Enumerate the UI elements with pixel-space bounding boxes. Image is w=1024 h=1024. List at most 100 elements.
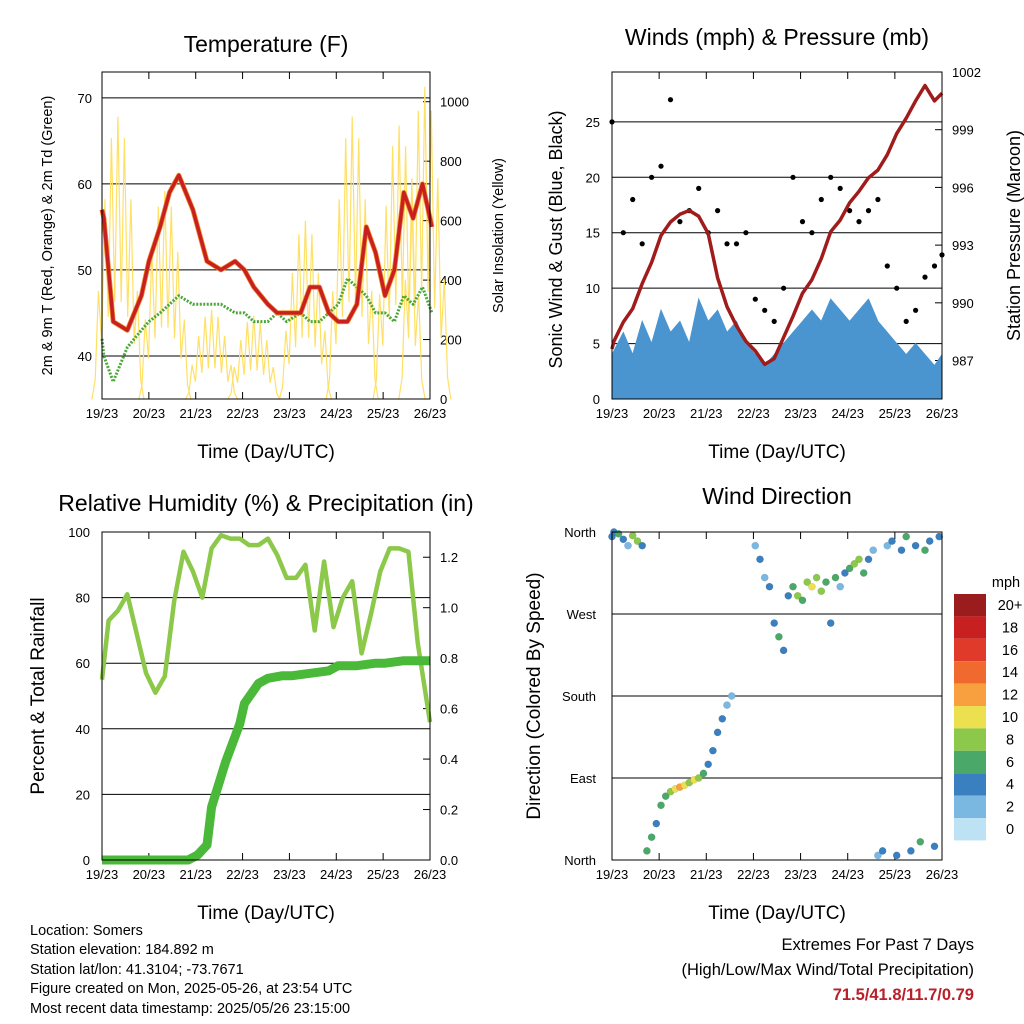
y2-tick-label: 400 (440, 273, 462, 288)
direction-point (638, 541, 647, 550)
direction-point (694, 774, 703, 782)
direction-point (657, 801, 665, 810)
chart-title: Wind Direction (702, 483, 852, 509)
direction-point (643, 847, 651, 855)
solar-peak (372, 125, 426, 400)
gust-point (894, 285, 900, 291)
x-tick-label: 23/23 (784, 867, 817, 882)
direction-point (633, 537, 642, 545)
x-tick-label: 24/23 (831, 867, 864, 882)
gust-point (771, 318, 777, 324)
chart-title: Relative Humidity (%) & Precipitation (i… (58, 490, 473, 516)
y-tick-label: 70 (78, 91, 92, 106)
y-axis-label: Direction (Colored By Speed) (524, 572, 545, 819)
gust-point (875, 196, 881, 203)
x-tick-label: 24/23 (831, 406, 864, 421)
y-tick-label: 5 (593, 337, 600, 352)
direction-point (897, 546, 906, 555)
direction-point (930, 842, 939, 851)
gust-point (913, 307, 919, 313)
y2-tick-label: 200 (440, 333, 462, 348)
panel-3: 19/23 20/23 21/23 22/23 23/23 24/23 25/23 26/23… (28, 490, 474, 924)
colorbar-label: 20+ (998, 598, 1023, 614)
colorbar-label: 16 (1002, 643, 1018, 659)
y2-tick-label: 0.6 (440, 702, 458, 717)
colorbar-swatch (954, 818, 986, 841)
x-tick-label: 26/23 (926, 406, 959, 421)
direction-point (793, 591, 802, 600)
x-axis-label: Time (Day/UTC) (197, 442, 335, 463)
direction-point (911, 541, 920, 550)
colorbar-swatch (954, 728, 986, 751)
direction-point (874, 851, 882, 860)
x-tick-label: 23/23 (273, 867, 306, 882)
y2-tick-label: 0 (440, 392, 447, 407)
x-tick-label: 19/23 (86, 406, 119, 421)
colorbar-label: 6 (1006, 755, 1014, 771)
solar-peak (91, 116, 145, 400)
direction-point (789, 582, 797, 591)
plot-frame (101, 71, 431, 400)
extremes-values: 71.5/41.8/11.7/0.79 (832, 986, 974, 1004)
chart-title: Winds (mph) & Pressure (mb) (625, 24, 929, 50)
gust-point (715, 208, 721, 214)
direction-point (826, 619, 835, 627)
y-tick-label: 80 (76, 591, 90, 606)
gust-point (809, 230, 815, 236)
direction-point (751, 541, 760, 550)
series-line (100, 277, 434, 384)
direction-point (784, 591, 793, 600)
gust-point (743, 230, 749, 236)
direction-point (779, 646, 788, 655)
extremes-box: Extremes For Past 7 Days (High/Low/Max W… (681, 933, 974, 1008)
colorbar-label: 0 (1006, 822, 1014, 838)
y2-tick-label: 987 (952, 354, 974, 369)
y-tick-label: 40 (76, 722, 90, 737)
y2-tick-label: 600 (440, 214, 462, 229)
pressure-line (610, 83, 944, 367)
direction-point (760, 573, 769, 582)
direction-point (765, 582, 774, 591)
y2-tick-label: 0.2 (440, 803, 458, 818)
gust-point (837, 185, 843, 191)
plot-frame (611, 531, 943, 861)
x-tick-label: 22/23 (226, 867, 259, 882)
x-tick-label: 21/23 (179, 406, 212, 421)
latlon-text: Station lat/lon: 41.3104; -73.7671 (30, 961, 244, 978)
station-info: Location: Somers Station elevation: 184.… (30, 922, 352, 1019)
y-axis-label: 2m & 9m T (Red, Orange) & 2m Td (Green) (40, 96, 56, 376)
y-tick-label: 60 (76, 656, 90, 671)
x-tick-label: 23/23 (784, 406, 817, 421)
direction-point (718, 714, 727, 723)
direction-point (902, 532, 911, 541)
gust-point (799, 219, 806, 225)
colorbar-label: 10 (1002, 710, 1018, 726)
colorbar-label: 12 (1002, 688, 1018, 704)
x-tick-label: 23/23 (273, 406, 306, 421)
panel-2: 19/23 20/23 21/23 22/23 23/23 24/23 25/23 26/23… (546, 24, 1024, 463)
y2-tick-label: 0.4 (440, 752, 458, 767)
gust-point (649, 174, 655, 180)
colorbar-swatch (954, 773, 986, 796)
direction-point (770, 619, 779, 627)
x-tick-label: 20/23 (133, 867, 166, 882)
gust-point (620, 230, 626, 236)
colorbar-swatch (954, 616, 986, 639)
direction-point (713, 728, 722, 737)
direction-point (892, 851, 901, 860)
colorbar-title: mph (992, 575, 1020, 591)
y-tick-label: 50 (78, 263, 92, 278)
y-tick-label: 25 (586, 115, 600, 130)
y2-tick-label: 993 (952, 238, 974, 253)
direction-point (907, 847, 915, 855)
precipitation-line (102, 656, 430, 865)
y-tick-label: 15 (586, 226, 600, 241)
gust-point (696, 185, 702, 191)
x-tick-label: 26/23 (926, 867, 959, 882)
plot-frame (101, 531, 431, 861)
gust-point (724, 241, 730, 247)
direction-point (855, 555, 863, 564)
direction-point (803, 578, 812, 586)
y-axis-label: Sonic Wind & Gust (Blue, Black) (546, 110, 566, 368)
y-axis-label: Percent & Total Rainfall (28, 597, 49, 794)
